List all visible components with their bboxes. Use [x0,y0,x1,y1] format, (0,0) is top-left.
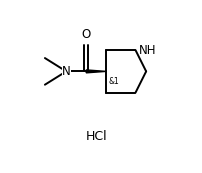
Text: O: O [82,28,91,41]
Text: &1: &1 [108,77,119,86]
Polygon shape [86,70,106,73]
Text: NH: NH [139,44,156,57]
Text: HCl: HCl [86,130,108,143]
Text: N: N [62,65,71,78]
